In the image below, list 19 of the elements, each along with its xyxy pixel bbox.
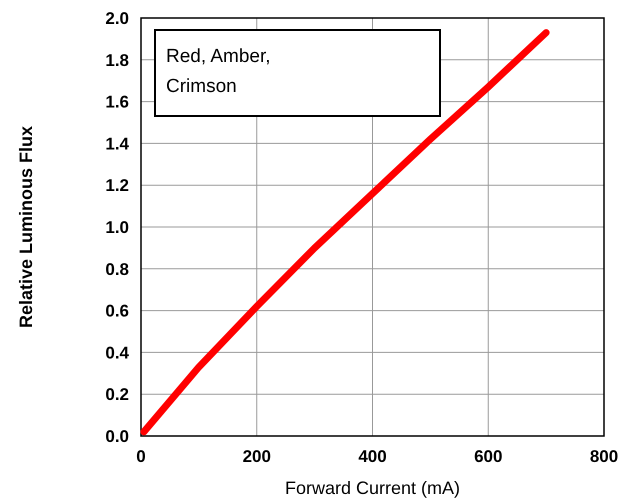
x-tick-label: 0 bbox=[136, 447, 146, 466]
y-tick-label: 0.8 bbox=[105, 260, 129, 279]
annotation: Red, Amber, Crimson bbox=[166, 46, 271, 97]
y-axis-title: Relative Luminous Flux bbox=[16, 126, 36, 328]
x-tick-label: 200 bbox=[242, 447, 271, 466]
x-tick-label: 600 bbox=[474, 447, 502, 466]
x-tick-label: 400 bbox=[358, 447, 387, 466]
y-tick-label: 0.2 bbox=[105, 385, 129, 404]
y-tick-label: 0.6 bbox=[105, 302, 129, 321]
y-tick-label: 1.8 bbox=[105, 50, 129, 70]
y-tick-label: 1.0 bbox=[105, 218, 129, 237]
y-tick-label: 2.0 bbox=[105, 9, 129, 28]
y-tick-label: 1.6 bbox=[105, 92, 129, 112]
y-tick-label: 1.4 bbox=[105, 134, 130, 154]
y-tick-label: 1.2 bbox=[105, 176, 129, 196]
y-tick-label: 0.0 bbox=[105, 427, 129, 446]
y-tick-label: 0.4 bbox=[105, 343, 130, 362]
x-axis-title: Forward Current (mA) bbox=[284, 478, 460, 498]
x-tick-label: 800 bbox=[590, 447, 618, 466]
